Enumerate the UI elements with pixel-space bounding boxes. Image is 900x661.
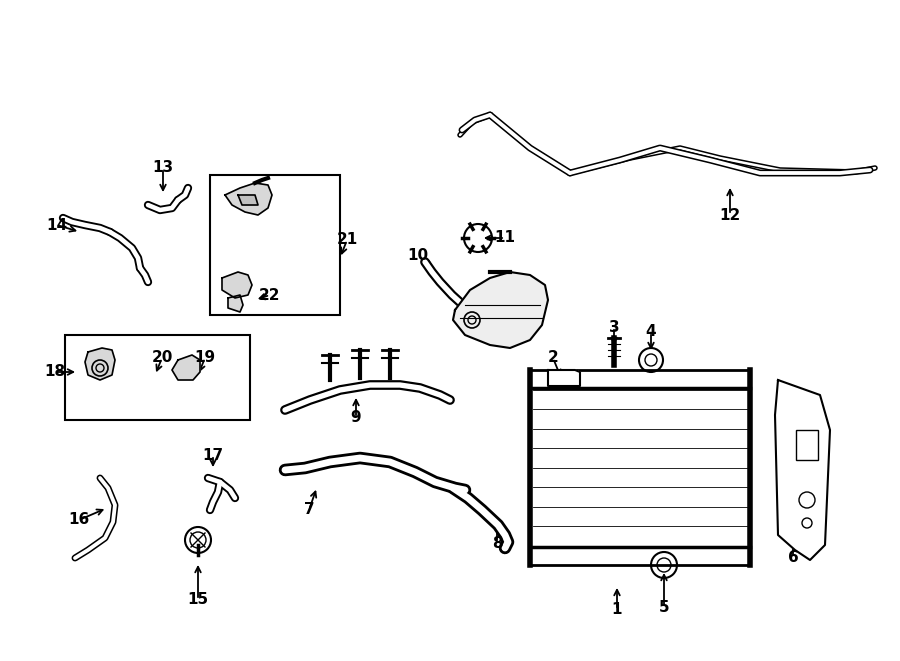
Text: 21: 21 (337, 233, 357, 247)
Text: 19: 19 (194, 350, 216, 366)
Text: 6: 6 (788, 551, 798, 566)
Polygon shape (238, 195, 258, 205)
Polygon shape (222, 272, 252, 298)
Bar (65, 335, 250, 420)
Text: 18: 18 (44, 364, 66, 379)
Polygon shape (225, 183, 272, 215)
Text: 12: 12 (719, 208, 741, 223)
Text: 3: 3 (608, 319, 619, 334)
Text: 10: 10 (408, 247, 428, 262)
Polygon shape (775, 380, 830, 560)
Polygon shape (85, 348, 115, 380)
Text: 17: 17 (202, 447, 223, 463)
Polygon shape (548, 370, 580, 386)
Polygon shape (172, 355, 200, 380)
Text: 7: 7 (303, 502, 314, 518)
Polygon shape (228, 295, 243, 312)
Text: 13: 13 (152, 161, 174, 176)
Text: 14: 14 (47, 217, 68, 233)
Bar (210, 175, 340, 315)
Text: 1: 1 (612, 602, 622, 617)
Text: 22: 22 (259, 288, 281, 303)
Bar (796, 430, 818, 460)
Text: 9: 9 (351, 410, 361, 426)
Text: 15: 15 (187, 592, 209, 607)
Text: 16: 16 (68, 512, 90, 527)
Text: 11: 11 (494, 231, 516, 245)
Text: 4: 4 (645, 325, 656, 340)
Text: 8: 8 (491, 535, 502, 551)
Polygon shape (453, 272, 548, 348)
Text: 5: 5 (659, 600, 670, 615)
Text: 2: 2 (547, 350, 558, 366)
Text: 20: 20 (151, 350, 173, 366)
Bar (530, 370, 750, 565)
